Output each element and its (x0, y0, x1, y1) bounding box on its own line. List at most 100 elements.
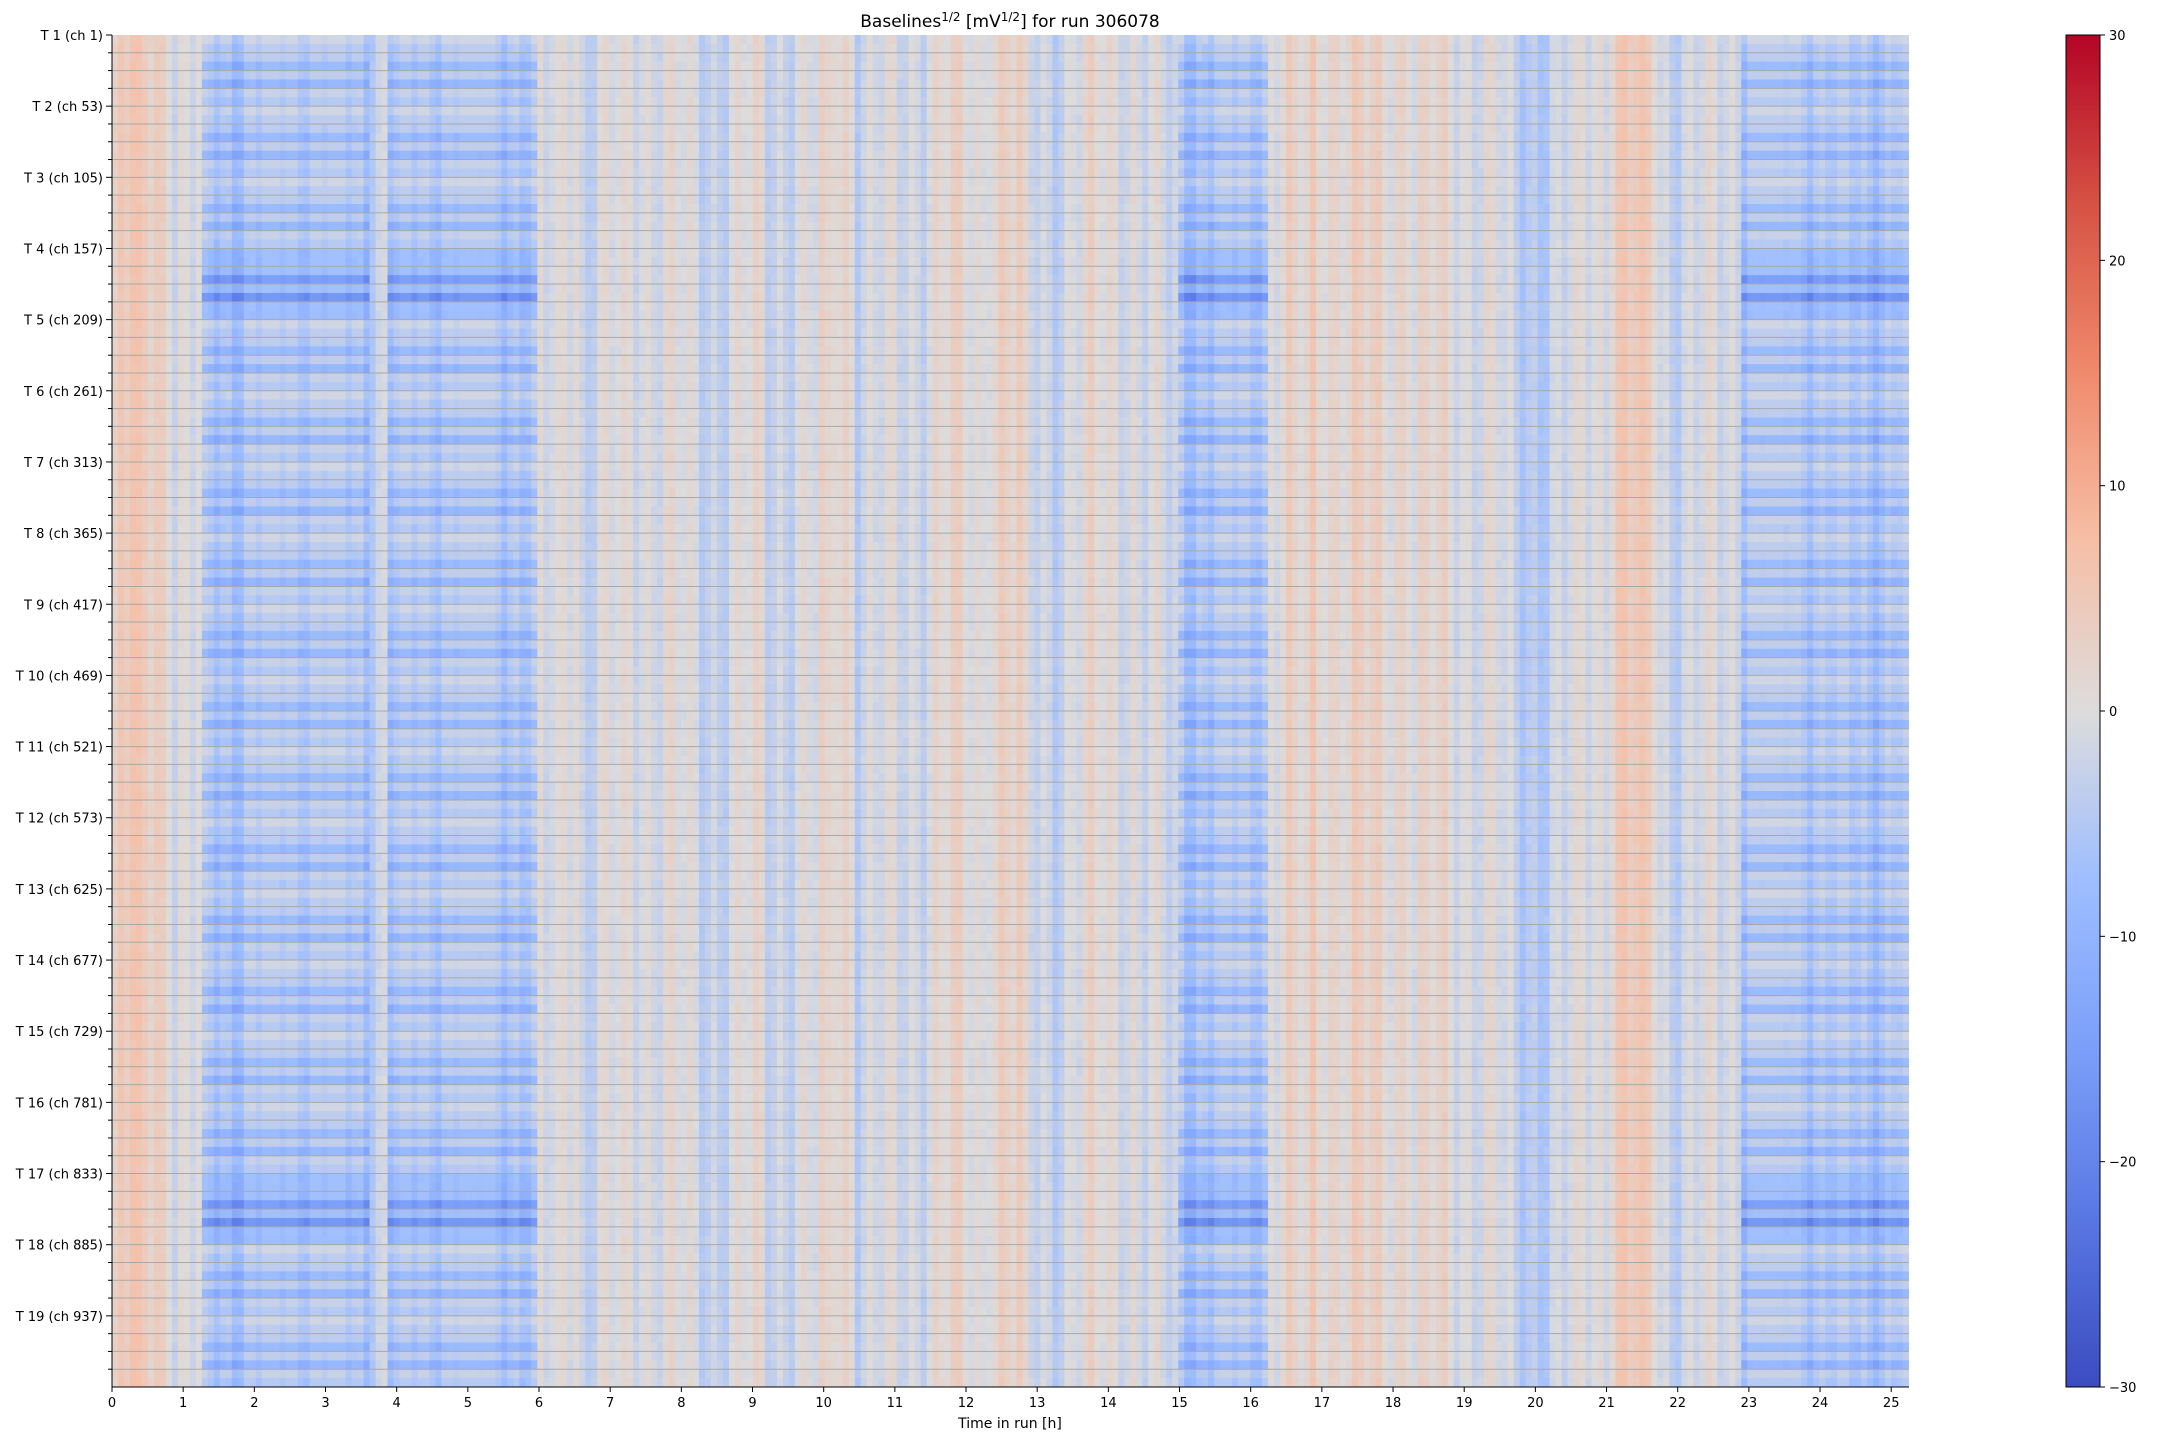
heatmap-cell (1124, 150, 1131, 161)
heatmap-cell (237, 97, 245, 107)
heatmap-cell (1513, 61, 1521, 72)
heatmap-cell (1286, 168, 1293, 178)
heatmap-cell (591, 52, 598, 63)
heatmap-cell (207, 159, 215, 170)
heatmap-cell (441, 141, 449, 152)
heatmap-cell (1262, 43, 1269, 54)
heatmap-cell (1477, 35, 1485, 45)
heatmap-cell (1825, 79, 1832, 89)
heatmap-cell (1465, 150, 1473, 161)
heatmap-cell (261, 61, 269, 72)
heatmap-cell (1657, 150, 1665, 161)
heatmap-cell (345, 159, 353, 170)
heatmap-cell (1537, 132, 1545, 143)
heatmap-cell (830, 141, 838, 152)
heatmap-cell (1142, 123, 1149, 134)
heatmap-cell (1298, 168, 1305, 178)
heatmap-cell (705, 35, 712, 45)
heatmap-cell (429, 177, 437, 187)
heatmap-cell (818, 106, 826, 116)
heatmap-cell (297, 150, 305, 161)
heatmap-cell (1262, 141, 1269, 152)
heatmap-cell (944, 88, 952, 98)
heatmap-cell (1783, 132, 1790, 143)
heatmap-cell (1369, 52, 1377, 63)
heatmap-cell (375, 115, 383, 125)
heatmap-cell (842, 52, 850, 63)
heatmap-cell (1765, 70, 1772, 81)
heatmap-cell (207, 61, 215, 72)
heatmap-cell (339, 97, 347, 107)
heatmap-cell (393, 79, 401, 89)
heatmap-cell (968, 141, 976, 152)
heatmap-cell (1543, 61, 1551, 72)
heatmap-cell (1238, 88, 1245, 98)
heatmap-cell (1819, 150, 1826, 161)
heatmap-cell (573, 35, 580, 45)
heatmap-cell (1723, 115, 1730, 125)
heatmap-cell (1507, 106, 1515, 116)
heatmap-cell (1477, 115, 1485, 125)
heatmap-cell (675, 168, 682, 178)
heatmap-cell (531, 150, 538, 161)
heatmap-cell (345, 79, 353, 89)
heatmap-cell (1136, 159, 1143, 170)
heatmap-cell (1339, 61, 1347, 72)
heatmap-cell (339, 70, 347, 81)
heatmap-cell (303, 177, 311, 187)
heatmap-cell (1801, 52, 1808, 63)
heatmap-cell (1327, 52, 1335, 63)
heatmap-cell (213, 106, 221, 116)
heatmap-cell (165, 150, 173, 161)
heatmap-cell (537, 35, 544, 45)
heatmap-cell (1220, 177, 1227, 187)
heatmap-cell (1040, 70, 1048, 81)
heatmap-cell (1579, 52, 1587, 63)
heatmap-cell (1339, 35, 1347, 45)
heatmap-cell (117, 52, 125, 63)
heatmap-cell (249, 97, 257, 107)
heatmap-cell (345, 150, 353, 161)
heatmap-cell (159, 70, 167, 81)
heatmap-cell (501, 70, 508, 81)
heatmap-cell (1304, 159, 1311, 170)
heatmap-cell (926, 70, 934, 81)
heatmap-cell (621, 52, 628, 63)
heatmap-cell (812, 52, 820, 63)
heatmap-cell (603, 97, 610, 107)
heatmap-cell (183, 150, 191, 161)
heatmap-cell (339, 79, 347, 89)
heatmap-cell (1441, 97, 1449, 107)
heatmap-cell (1274, 115, 1281, 125)
heatmap-cell (1729, 97, 1736, 107)
heatmap-cell (1867, 97, 1874, 107)
heatmap-cell (716, 159, 724, 170)
heatmap-cell (1867, 52, 1874, 63)
heatmap-cell (351, 61, 359, 72)
heatmap-cell (1298, 141, 1305, 152)
heatmap-cell (1148, 97, 1155, 107)
heatmap-cell (615, 52, 622, 63)
heatmap-cell (740, 88, 748, 98)
heatmap-cell (117, 150, 125, 161)
heatmap-cell (231, 43, 239, 54)
heatmap-cell (1657, 97, 1665, 107)
heatmap-cell (896, 97, 904, 107)
heatmap-cell (1645, 159, 1653, 170)
heatmap-cell (1789, 168, 1796, 178)
heatmap-cell (285, 43, 293, 54)
heatmap-cell (1447, 159, 1455, 170)
heatmap-cell (752, 132, 760, 143)
heatmap-cell (974, 97, 982, 107)
heatmap-cell (663, 35, 670, 45)
heatmap-cell (471, 132, 478, 143)
heatmap-cell (1555, 43, 1563, 54)
heatmap-cell (1387, 61, 1395, 72)
heatmap-cell (1070, 43, 1077, 54)
heatmap-cell (1861, 132, 1868, 143)
heatmap-cell (764, 132, 772, 143)
heatmap-cell (1651, 52, 1659, 63)
heatmap-cell (1759, 79, 1766, 89)
heatmap-cell (1058, 97, 1066, 107)
heatmap-cell (1190, 88, 1197, 98)
